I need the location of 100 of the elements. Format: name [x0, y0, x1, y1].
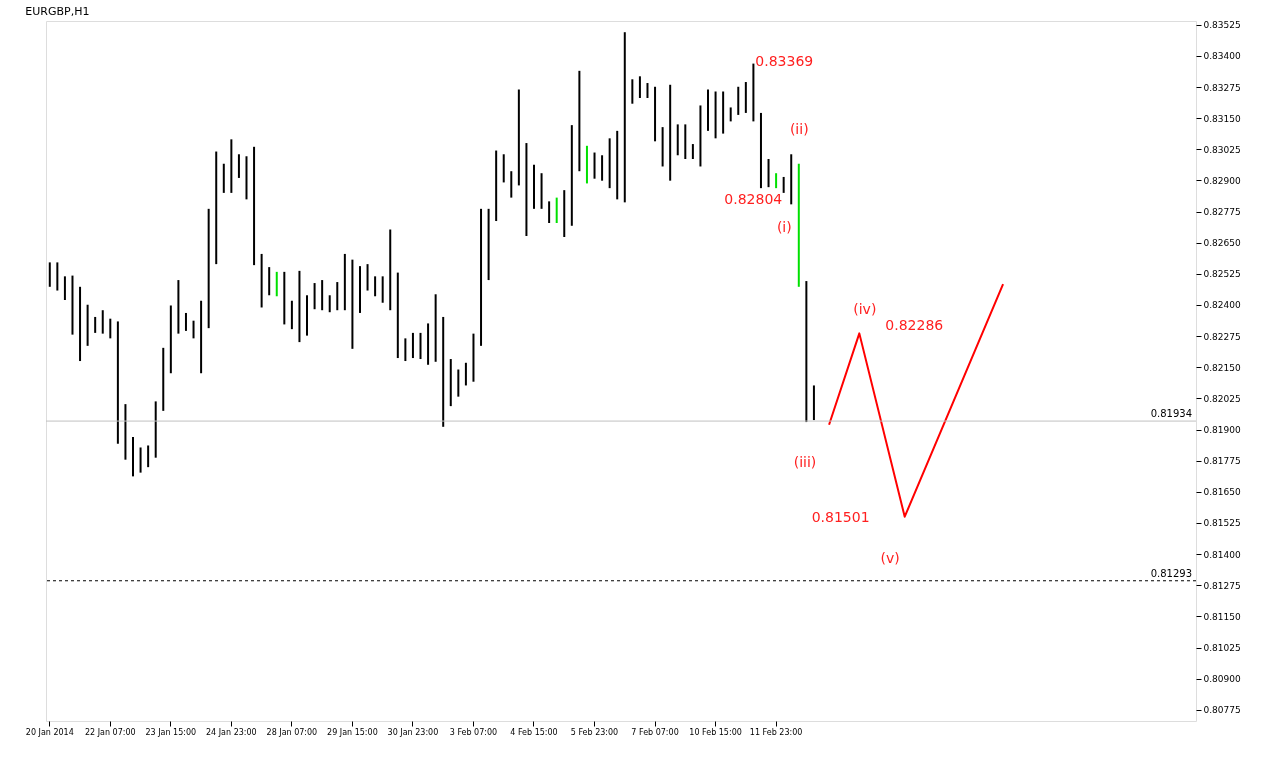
y-tick-label: 0.82650	[1203, 238, 1241, 249]
bar	[608, 138, 611, 189]
y-tick-label: 0.82025	[1203, 393, 1241, 404]
x-tick-label: 3 Feb 07:00	[449, 727, 498, 737]
bar	[192, 320, 195, 339]
bar	[585, 145, 588, 184]
bar	[215, 151, 218, 265]
bar	[366, 264, 369, 291]
bar	[63, 276, 66, 300]
chart-title: EURGBP,H1	[25, 4, 90, 18]
bar	[517, 89, 520, 186]
bar	[116, 321, 119, 444]
annotation: 0.81501	[811, 509, 870, 525]
bar	[71, 275, 74, 335]
bar	[616, 130, 619, 200]
annotation: 0.83369	[755, 53, 814, 70]
bar	[154, 401, 157, 458]
bar	[351, 259, 354, 349]
y-tick-label: 0.83025	[1203, 144, 1241, 155]
bar	[442, 316, 445, 427]
bar	[184, 312, 187, 331]
bar	[207, 208, 210, 329]
bar	[532, 164, 535, 209]
bar	[464, 362, 467, 386]
bar	[487, 208, 490, 281]
y-tick-label: 0.81525	[1203, 518, 1241, 529]
x-tick-label: 29 Jan 15:00	[327, 727, 378, 737]
ref-line-label: 0.81293	[1150, 567, 1192, 579]
bar	[427, 323, 430, 365]
bar	[472, 333, 475, 382]
bar	[434, 294, 437, 362]
bar	[805, 281, 808, 423]
bar	[570, 125, 573, 226]
x-tick-label: 5 Feb 23:00	[570, 727, 619, 737]
bar	[147, 445, 150, 468]
bar	[358, 266, 361, 313]
bar	[449, 359, 452, 407]
bar	[336, 282, 339, 311]
bar	[707, 89, 710, 131]
bar	[525, 143, 528, 236]
bar	[759, 112, 762, 189]
annotation: (ii)	[789, 121, 809, 138]
bar	[177, 280, 180, 334]
bar	[548, 201, 551, 224]
bar	[374, 276, 377, 297]
bar	[404, 338, 407, 362]
bar	[79, 286, 82, 362]
bar	[457, 369, 460, 397]
bar	[601, 155, 604, 181]
y-tick-label: 0.81650	[1203, 487, 1241, 498]
annotation: (iv)	[853, 301, 877, 318]
bar	[646, 83, 649, 98]
annotation: (i)	[776, 218, 792, 235]
bar	[578, 70, 581, 172]
bar	[260, 253, 263, 308]
bar	[275, 271, 278, 297]
bar	[654, 86, 657, 142]
bar	[396, 272, 399, 359]
x-tick-label: 24 Jan 23:00	[206, 727, 257, 737]
annotation: 0.82804	[724, 191, 783, 208]
bar	[132, 437, 135, 477]
bar	[502, 154, 505, 183]
bar	[411, 332, 414, 359]
bar	[313, 283, 316, 310]
bar	[676, 124, 679, 156]
bar	[381, 276, 384, 303]
x-tick-label: 22 Jan 07:00	[84, 727, 136, 737]
bar	[230, 139, 233, 193]
bar	[48, 262, 51, 287]
y-tick-label: 0.82900	[1203, 175, 1241, 186]
bar	[109, 318, 112, 339]
bar	[691, 144, 694, 160]
bar	[729, 107, 732, 122]
y-tick-label: 0.82150	[1203, 362, 1241, 373]
bar	[169, 305, 172, 374]
bar	[782, 176, 785, 193]
bar	[631, 79, 634, 104]
x-tick-label: 23 Jan 15:00	[145, 727, 197, 737]
ref-line-label: 0.81934	[1150, 408, 1192, 420]
y-tick-label: 0.83275	[1203, 82, 1241, 93]
y-tick-label: 0.82400	[1203, 300, 1241, 311]
bar	[480, 208, 483, 346]
annotation: (iii)	[793, 453, 817, 470]
bar	[555, 197, 558, 224]
y-tick-label: 0.83400	[1203, 51, 1241, 62]
bar	[812, 385, 815, 421]
bar	[540, 173, 543, 209]
x-tick-label: 20 Jan 2014	[25, 727, 74, 737]
x-tick-label: 11 Feb 23:00	[749, 727, 803, 737]
y-tick-label: 0.81400	[1203, 549, 1241, 560]
bar	[237, 154, 240, 178]
bar	[790, 154, 793, 205]
bar	[669, 84, 672, 181]
bar	[94, 316, 97, 333]
x-tick-label: 4 Feb 15:00	[510, 727, 558, 737]
bar	[343, 253, 346, 311]
bar	[101, 310, 104, 334]
bar	[253, 146, 256, 266]
y-tick-label: 0.81025	[1203, 643, 1241, 654]
bar	[797, 163, 800, 287]
